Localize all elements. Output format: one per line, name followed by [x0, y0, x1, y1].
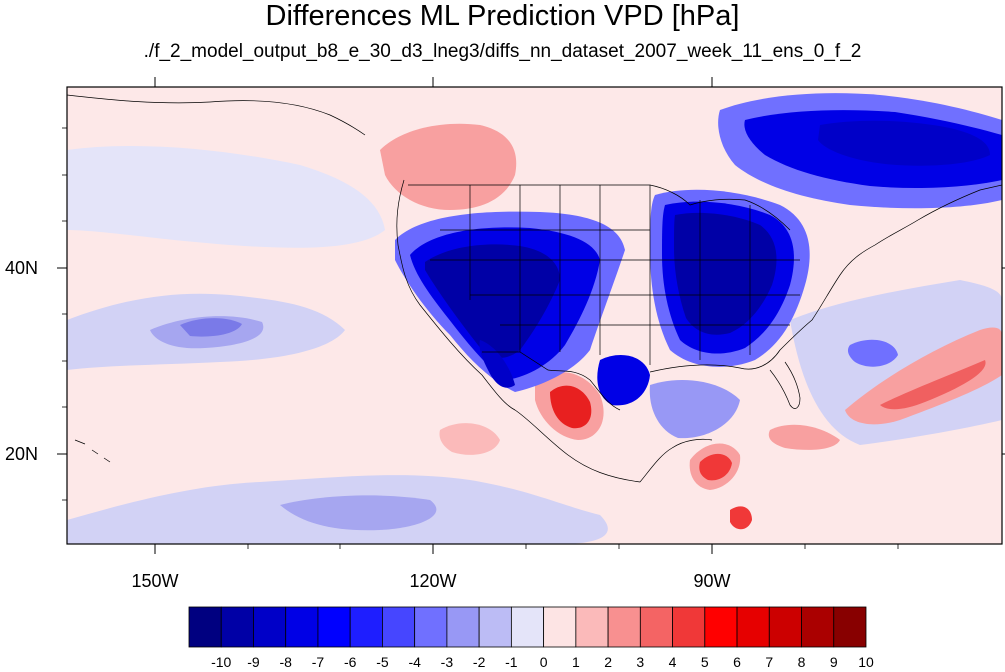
colorbar-box [801, 606, 835, 648]
pacific-warm-patch [439, 423, 500, 455]
panama-warm-core [730, 506, 752, 530]
canada-cool-deep [818, 120, 990, 166]
eastern-us-cool-deep [674, 212, 777, 335]
atlantic-warm-core [880, 360, 986, 410]
atlantic-warm-band [845, 327, 1002, 425]
colorbar-box [220, 606, 254, 648]
colorbar-label: -9 [247, 654, 260, 670]
colorbar-box [543, 606, 577, 648]
colorbar-box [317, 606, 351, 648]
chart-subtitle: ./f_2_model_output_b8_e_30_d3_lneg3/diff… [143, 41, 862, 62]
lat-label-20n: 20N [5, 444, 38, 464]
colorbar-label: -4 [408, 654, 421, 670]
caribbean-warm-core [699, 453, 732, 481]
colorbar-label: -10 [211, 654, 231, 670]
colorbar-box [672, 606, 706, 648]
us-mexico-border [482, 351, 621, 411]
map-frame [66, 86, 1003, 545]
colorbar-label: -8 [279, 654, 292, 670]
colorbar-label: 9 [830, 654, 838, 670]
anomaly-field [67, 93, 1002, 544]
colorbar-box [704, 606, 738, 648]
gulf-warm-band [768, 424, 840, 450]
colorbar-box [446, 606, 480, 648]
atlantic-low-band [790, 280, 1002, 445]
colorbar-label: 3 [636, 654, 644, 670]
alaska-coast [67, 94, 366, 136]
chart-title: Differences ML Prediction VPD [hPa] [265, 0, 740, 32]
colorbar-box [382, 606, 416, 648]
colorbar-label: -7 [312, 654, 325, 670]
colorbar-box [833, 606, 867, 648]
colorbar-box [607, 606, 641, 648]
florida-outline [769, 361, 801, 409]
texas-cool [597, 355, 650, 406]
colorbar-box [188, 606, 222, 648]
pacific-band-core [180, 318, 242, 337]
colorbar-label: 7 [765, 654, 773, 670]
lon-label-90w: 90W [693, 571, 730, 591]
us-canada-border [408, 184, 791, 231]
colorbar-box [768, 606, 802, 648]
axis-minor-ticks [62, 127, 899, 549]
western-us-cool-deep [425, 244, 560, 358]
colorbar-label: 8 [798, 654, 806, 670]
colorbar-label: 1 [572, 654, 580, 670]
colorbar-label: 4 [669, 654, 677, 670]
mexico-warm-core [550, 385, 592, 429]
geography-lines [67, 94, 1002, 483]
colorbar-box [510, 606, 545, 648]
north-pacific-light [67, 145, 385, 248]
colorbar: -10 -9 -8 -7 -6 -5 -4 -3 -2 -1 0 1 2 3 4 5 6 7 8 9 10 [188, 606, 874, 670]
north-america-coastline [396, 179, 1002, 483]
colorbar-label: 5 [701, 654, 709, 670]
colorbar-box [285, 606, 319, 648]
tropical-pacific-band-mid [280, 495, 437, 531]
colorbar-label: 2 [604, 654, 612, 670]
colorbar-label: -1 [505, 654, 518, 670]
lon-label-150w: 150W [131, 571, 178, 591]
hawaii-islands [74, 439, 111, 463]
colorbar-box [575, 606, 609, 648]
lat-label-40n: 40N [5, 258, 38, 278]
lon-label-120w: 120W [409, 571, 456, 591]
colorbar-box [639, 606, 673, 648]
colorbar-label: -6 [344, 654, 357, 670]
colorbar-box [253, 606, 287, 648]
colorbar-box [414, 606, 448, 648]
colorbar-box [736, 606, 770, 648]
florida-cool [649, 380, 740, 439]
atlantic-cool-patch [847, 339, 898, 367]
colorbar-label: 10 [858, 654, 874, 670]
colorbar-label: -2 [473, 654, 486, 670]
colorbar-box [478, 606, 512, 648]
colorbar-label: -5 [376, 654, 389, 670]
colorbar-label: 0 [540, 654, 548, 670]
colorbar-label: -3 [441, 654, 454, 670]
colorbar-label: 6 [733, 654, 741, 670]
pacific-northwest-warm [380, 123, 517, 210]
colorbar-box [349, 606, 383, 648]
